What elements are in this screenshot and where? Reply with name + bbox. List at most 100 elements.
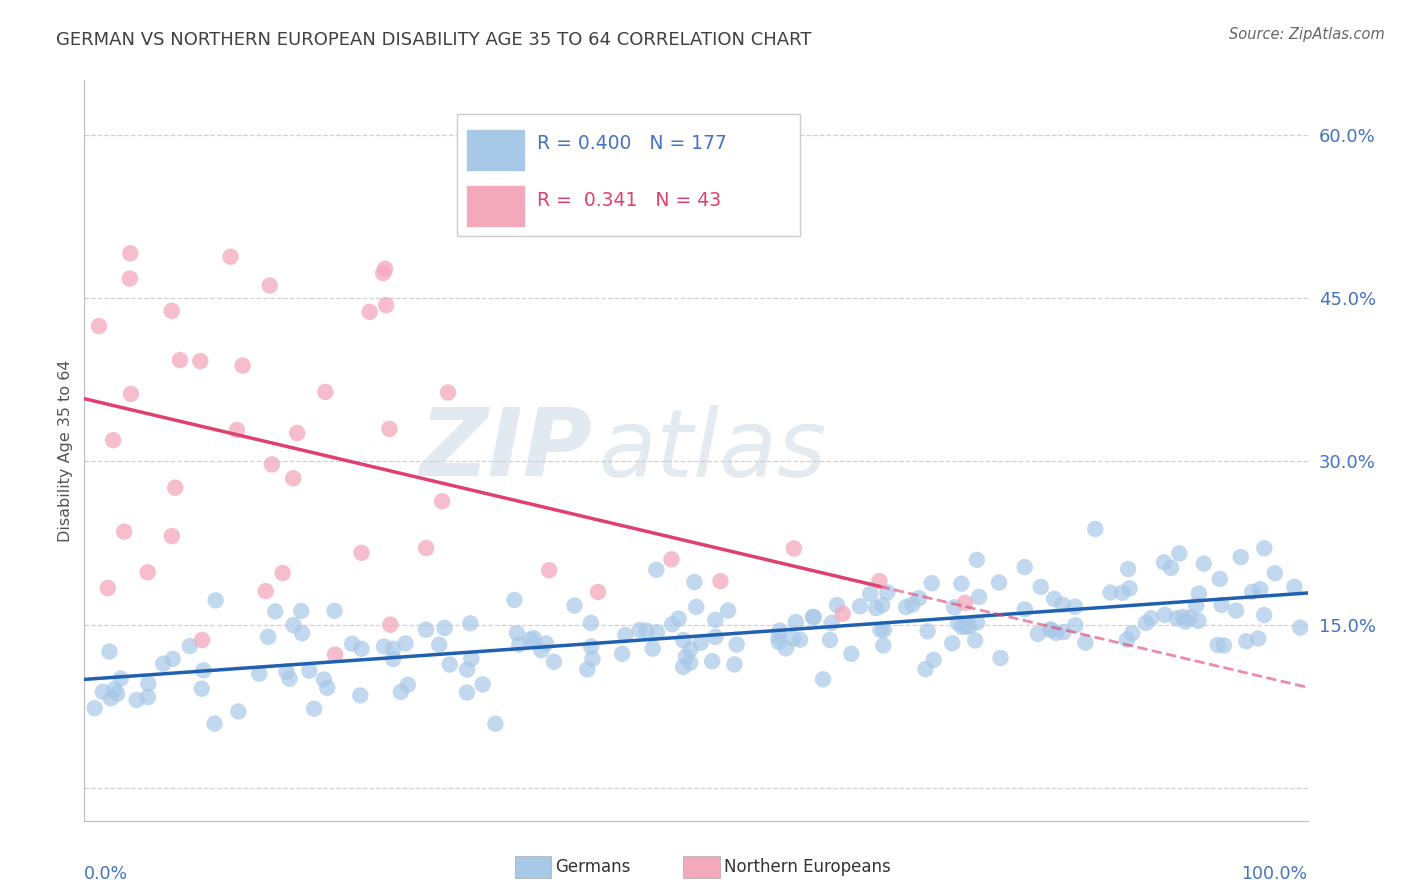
Point <box>1185 599 1208 613</box>
Point <box>191 633 214 648</box>
Point <box>190 681 212 696</box>
Point <box>1052 598 1074 612</box>
Point <box>1153 607 1175 622</box>
Point <box>901 598 924 612</box>
Point <box>953 596 976 610</box>
Point <box>988 575 1011 590</box>
Point <box>870 598 893 612</box>
Point <box>725 638 748 652</box>
Text: atlas: atlas <box>598 405 827 496</box>
Point <box>1040 623 1063 637</box>
Point <box>152 657 174 671</box>
Point <box>1116 632 1139 647</box>
Point <box>259 278 281 293</box>
Point <box>247 666 270 681</box>
Text: R = 0.400   N = 177: R = 0.400 N = 177 <box>537 134 727 153</box>
Point <box>821 615 844 630</box>
Point <box>672 660 695 674</box>
Point <box>610 647 633 661</box>
Point <box>374 261 396 276</box>
Point <box>188 354 211 368</box>
Point <box>160 529 183 543</box>
Point <box>876 585 898 599</box>
Point <box>704 630 727 644</box>
Point <box>849 599 872 614</box>
Point <box>437 385 460 400</box>
Point <box>1052 625 1074 640</box>
Point <box>683 575 706 590</box>
Point <box>789 632 811 647</box>
Point <box>921 576 943 591</box>
Point <box>1064 618 1087 632</box>
Point <box>349 689 371 703</box>
Point <box>1209 572 1232 586</box>
Point <box>100 691 122 706</box>
Point <box>1116 562 1139 576</box>
Point <box>112 524 135 539</box>
Point <box>415 623 437 637</box>
Point <box>1249 582 1271 597</box>
Point <box>394 636 416 650</box>
Point <box>193 664 215 678</box>
Point <box>586 585 609 599</box>
Point <box>415 541 437 555</box>
Text: 100.0%: 100.0% <box>1241 865 1308 883</box>
FancyBboxPatch shape <box>457 113 800 235</box>
Point <box>785 615 807 629</box>
Point <box>350 546 373 560</box>
Point <box>456 685 478 699</box>
Point <box>894 600 917 615</box>
Point <box>1111 586 1133 600</box>
Point <box>645 563 668 577</box>
Point <box>350 641 373 656</box>
Point <box>302 702 325 716</box>
Point <box>471 677 494 691</box>
Point <box>1284 580 1306 594</box>
Point <box>579 615 602 630</box>
Point <box>946 616 969 631</box>
Point <box>908 591 931 606</box>
Point <box>914 662 936 676</box>
Point <box>839 647 862 661</box>
Point <box>917 624 939 639</box>
Point <box>543 655 565 669</box>
Point <box>641 641 664 656</box>
Point <box>661 552 683 566</box>
Point <box>675 649 697 664</box>
Point <box>91 685 114 699</box>
Point <box>873 623 896 637</box>
Point <box>672 633 695 648</box>
Point <box>1168 547 1191 561</box>
Point <box>803 610 825 624</box>
Point <box>1166 611 1188 625</box>
Text: Germans: Germans <box>555 858 631 876</box>
Point <box>298 664 321 678</box>
Point <box>782 632 804 646</box>
Point <box>965 633 987 648</box>
Point <box>165 481 187 495</box>
Point <box>105 687 128 701</box>
Point <box>225 423 247 437</box>
Point <box>378 422 401 436</box>
Point <box>700 654 723 668</box>
Point <box>179 639 201 653</box>
Point <box>645 625 668 640</box>
Point <box>950 620 973 634</box>
Point <box>967 590 990 604</box>
Point <box>1264 566 1286 581</box>
Text: ZIP: ZIP <box>419 404 592 497</box>
Point <box>950 576 973 591</box>
Point <box>769 624 792 638</box>
Point <box>136 690 159 704</box>
Point <box>775 641 797 656</box>
Point <box>458 616 481 631</box>
Point <box>1074 635 1097 649</box>
Point <box>219 250 242 264</box>
Point <box>1084 522 1107 536</box>
Point <box>1014 560 1036 574</box>
Point <box>922 653 945 667</box>
Point <box>382 641 405 656</box>
Point <box>314 384 336 399</box>
Point <box>1153 555 1175 569</box>
Point <box>359 305 381 319</box>
